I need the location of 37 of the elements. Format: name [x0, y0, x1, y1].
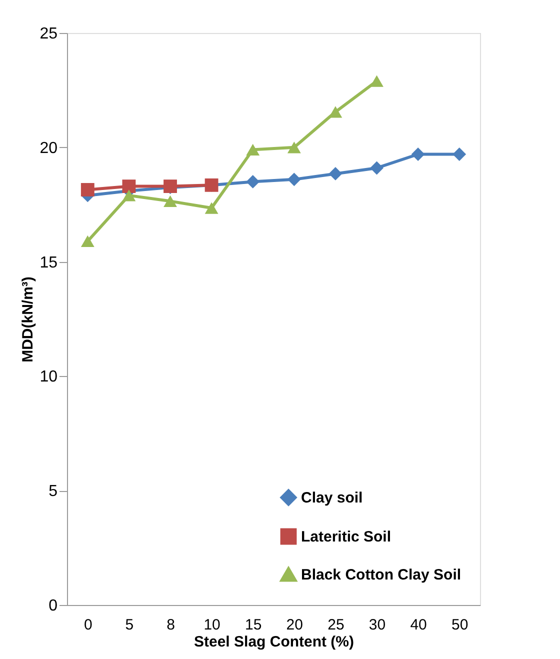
point — [80, 235, 94, 248]
point — [122, 190, 136, 202]
point — [328, 167, 342, 180]
x-tick-label: 30 — [368, 616, 386, 634]
y-tick-label: 20 — [40, 140, 58, 157]
point — [452, 148, 466, 161]
x-axis-title: Steel Slag Content (%) — [194, 634, 354, 650]
y-tick-label: 5 — [48, 483, 58, 500]
x-tick-label: 40 — [410, 616, 427, 634]
x-tick-label: 10 — [204, 616, 220, 634]
point — [204, 202, 218, 214]
legend-label: Black Cotton Clay Soil — [301, 566, 462, 584]
x-tick-label: 0 — [84, 616, 92, 634]
y-tick-label: 15 — [40, 254, 58, 272]
y-axis-title: MDD(kN/m³) — [20, 276, 37, 362]
y-tick-label: 25 — [40, 26, 58, 42]
point — [328, 106, 342, 118]
point — [370, 161, 384, 175]
x-tick-label: 25 — [328, 616, 344, 634]
legend-label: Clay soil — [301, 490, 363, 506]
point — [411, 148, 425, 161]
y-tick-label: 10 — [40, 368, 58, 386]
x-tick-label: 5 — [125, 616, 134, 634]
point — [287, 142, 301, 154]
point — [80, 183, 94, 196]
legend-label: Lateritic Soil — [301, 528, 392, 546]
point — [370, 75, 384, 87]
x-tick-label: 50 — [452, 616, 468, 634]
point — [246, 144, 260, 156]
x-tick-label: 20 — [286, 616, 303, 634]
x-tick-label: 8 — [166, 616, 175, 634]
x-tick-label: 15 — [245, 616, 262, 634]
point — [246, 175, 260, 188]
point — [122, 180, 136, 194]
y-tick-label: 0 — [48, 598, 58, 614]
point — [287, 172, 301, 186]
point — [164, 195, 177, 207]
